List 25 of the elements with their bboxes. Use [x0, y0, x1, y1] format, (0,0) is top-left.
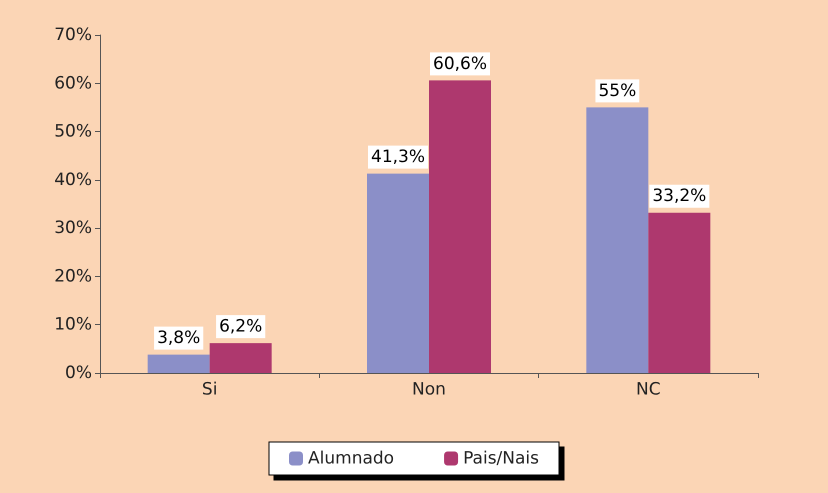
data-label: 41,3% [370, 147, 426, 168]
bar [210, 343, 272, 373]
y-tick-label: 60% [54, 73, 92, 94]
bar [648, 212, 710, 373]
x-tick-label: NC [636, 380, 661, 400]
y-tick-label: 20% [54, 266, 92, 286]
legend-label: Alumnado [308, 448, 394, 468]
bar [586, 107, 648, 373]
bar [148, 354, 210, 373]
legend-label: Pais/Nais [463, 448, 540, 468]
data-label: 6,2% [219, 316, 262, 337]
y-tick-label: 0% [65, 363, 92, 383]
bar [429, 80, 491, 373]
y-tick-label: 70% [54, 25, 92, 45]
y-tick-label: 50% [54, 122, 92, 142]
data-label: 3,8% [157, 328, 200, 348]
y-tick-label: 40% [54, 170, 92, 190]
y-tick-label: 10% [54, 314, 92, 335]
y-tick-label: 30% [54, 218, 92, 238]
x-tick-label: Non [412, 380, 446, 400]
data-label: 33,2% [652, 186, 706, 206]
bar [367, 174, 429, 373]
data-label: 55% [598, 80, 636, 101]
x-tick-label: Si [202, 380, 218, 400]
data-label: 60,6% [432, 54, 488, 74]
